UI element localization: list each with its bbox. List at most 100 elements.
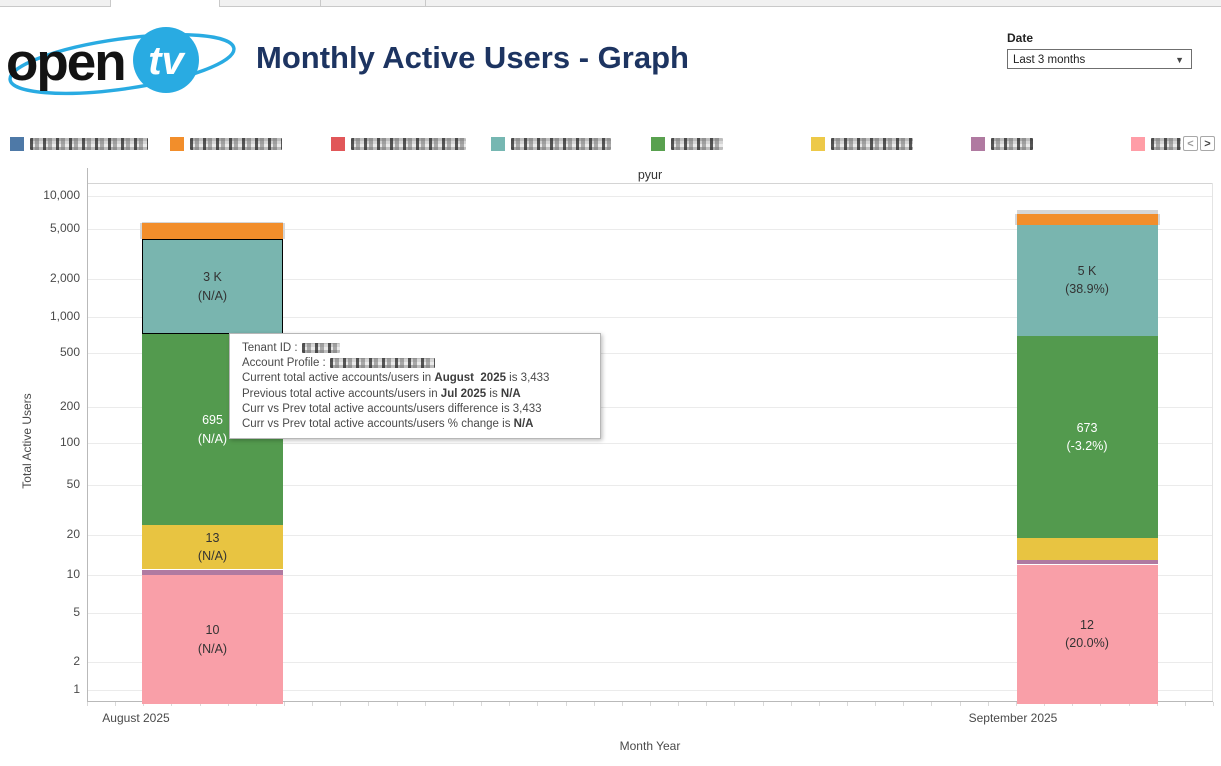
gridline <box>88 443 1213 444</box>
x-axis-title: Month Year <box>619 739 681 753</box>
legend-swatch-orange <box>170 137 184 151</box>
legend-label-redacted <box>30 138 148 150</box>
bar-segment-gray[interactable] <box>1016 210 1158 214</box>
bar-segment-purple[interactable] <box>142 569 283 575</box>
legend-item-pink[interactable] <box>1131 136 1181 152</box>
x-tick-mark <box>312 702 313 706</box>
x-tick-mark <box>1044 702 1045 706</box>
legend-label-redacted <box>991 138 1033 150</box>
tab-divider <box>320 0 321 6</box>
x-tick-mark <box>200 702 201 706</box>
bar-segment-yellow[interactable] <box>142 525 283 570</box>
y-axis-line <box>87 168 88 702</box>
gridline <box>88 690 1213 691</box>
tooltip-line: Previous total active accounts/users in … <box>242 387 521 400</box>
date-range-value: Last 3 months <box>1013 54 1086 66</box>
tooltip-redacted-value <box>301 342 340 353</box>
bar-segment-teal[interactable] <box>1016 224 1158 337</box>
x-tick-mark <box>509 702 510 706</box>
x-tick-mark <box>650 702 651 706</box>
logo-swoosh <box>8 32 236 96</box>
y-tick-label: 10 <box>66 567 80 581</box>
tab-divider <box>425 0 426 6</box>
legend-swatch-teal <box>491 137 505 151</box>
y-tick-label: 50 <box>66 477 80 491</box>
logo-tv-circle <box>133 27 199 93</box>
x-category-label: August 2025 <box>102 711 170 725</box>
y-tick-label: 200 <box>59 399 80 413</box>
date-range-select[interactable]: Last 3 months ▼ <box>1007 49 1192 69</box>
x-tick-mark <box>1213 702 1214 706</box>
legend-item-red[interactable] <box>331 136 466 152</box>
x-tick-mark <box>340 702 341 706</box>
gridline <box>88 485 1213 486</box>
plot-right-border <box>1212 183 1213 701</box>
y-tick-label: 1,000 <box>49 309 80 323</box>
gridline <box>88 317 1213 318</box>
y-tick-label: 5 <box>73 605 80 619</box>
gridline <box>88 353 1213 354</box>
x-tick-mark <box>481 702 482 706</box>
legend-item-yellow[interactable] <box>811 136 913 152</box>
x-tick-mark <box>678 702 679 706</box>
legend-prev-button[interactable]: < <box>1183 136 1198 151</box>
legend-label-redacted <box>351 138 466 150</box>
y-tick-label: 500 <box>59 345 80 359</box>
y-tick-label: 5,000 <box>49 221 80 235</box>
x-tick-mark <box>903 702 904 706</box>
tooltip-line: Curr vs Prev total active accounts/users… <box>242 402 542 415</box>
logo-text-open: open <box>6 33 125 92</box>
y-tick-label: 100 <box>59 435 80 449</box>
chevron-down-icon: ▼ <box>1175 55 1184 65</box>
bar-segment-yellow[interactable] <box>1016 538 1158 560</box>
legend-item-teal[interactable] <box>491 136 611 152</box>
x-tick-mark <box>791 702 792 706</box>
x-axis-line <box>87 701 1213 702</box>
legend-item-purple[interactable] <box>971 136 1033 152</box>
legend-swatch-red <box>331 137 345 151</box>
y-tick-label: 10,000 <box>43 188 80 202</box>
logo-text-tv: tv <box>148 39 186 83</box>
bar-segment-green[interactable] <box>1016 336 1158 538</box>
bar-segment-orange[interactable] <box>1016 213 1158 225</box>
x-tick-mark <box>1157 702 1158 706</box>
x-tick-mark <box>284 702 285 706</box>
hover-tooltip: Tenant ID : Account Profile : Current to… <box>229 333 601 439</box>
active-tab[interactable] <box>110 0 220 7</box>
date-filter-label: Date <box>1007 31 1034 45</box>
gridline <box>88 279 1213 280</box>
x-tick-mark <box>875 702 876 706</box>
bar-segment-orange[interactable] <box>142 223 283 240</box>
bar-segment-pink[interactable] <box>1016 564 1158 704</box>
bar-segment-pink[interactable] <box>142 575 283 704</box>
legend-label-redacted <box>831 138 913 150</box>
gridline <box>88 662 1213 663</box>
x-tick-mark <box>960 702 961 706</box>
legend-item-orange[interactable] <box>170 136 282 152</box>
y-tick-label: 1 <box>73 682 80 696</box>
x-tick-mark <box>847 702 848 706</box>
bar-segment-purple[interactable] <box>1016 559 1158 565</box>
tooltip-line: Tenant ID : <box>242 341 590 356</box>
y-tick-label: 2,000 <box>49 271 80 285</box>
gridline <box>88 229 1213 230</box>
x-tick-mark <box>1072 702 1073 706</box>
gridline <box>88 613 1213 614</box>
legend-next-button[interactable]: > <box>1200 136 1215 151</box>
bar-segment-teal[interactable] <box>142 239 283 335</box>
x-category-label: September 2025 <box>968 711 1058 725</box>
legend-swatch-yellow <box>811 137 825 151</box>
x-tick-mark <box>171 702 172 706</box>
legend-item-blue[interactable] <box>10 136 148 152</box>
x-tick-mark <box>397 702 398 706</box>
x-tick-mark <box>453 702 454 706</box>
y-tick-label: 20 <box>66 527 80 541</box>
x-tick-mark <box>368 702 369 706</box>
x-tick-mark <box>931 702 932 706</box>
legend-item-green[interactable] <box>651 136 723 152</box>
chart-title: pyur <box>637 168 663 182</box>
x-tick-mark <box>819 702 820 706</box>
x-tick-mark <box>1016 702 1017 706</box>
bar-segment-gray[interactable] <box>142 221 283 224</box>
legend-swatch-blue <box>10 137 24 151</box>
